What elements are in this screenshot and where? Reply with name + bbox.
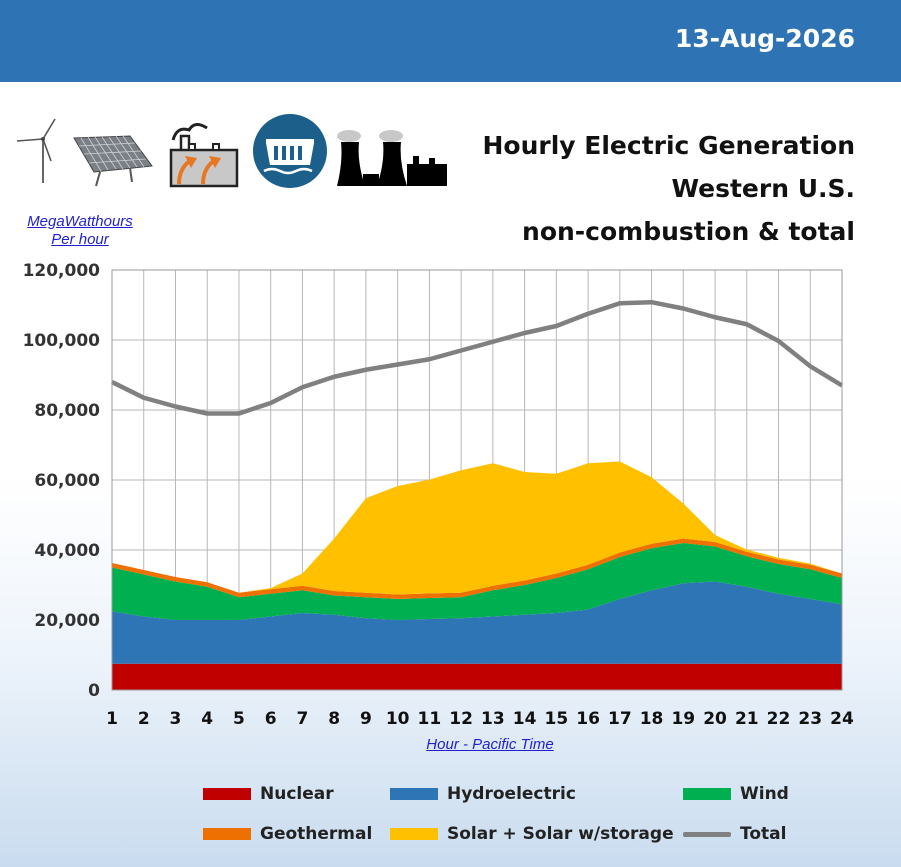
legend-label-nuclear: Nuclear (260, 784, 334, 804)
x-tick-label: 14 (513, 709, 537, 729)
y-tick-label: 40,000 (34, 541, 100, 561)
wind-turbine-icon (16, 118, 56, 183)
y-axis-label-line1: MegaWatthours (27, 213, 133, 230)
legend-swatch-geothermal (203, 828, 251, 840)
x-tick-label: 24 (830, 709, 854, 729)
x-tick-label: 6 (265, 709, 277, 729)
x-tick-label: 10 (386, 709, 410, 729)
x-tick-label: 15 (545, 709, 569, 729)
legend-swatch-hydroelectric (390, 788, 438, 800)
legend-swatch-solar (390, 828, 438, 840)
y-tick-label: 20,000 (34, 611, 100, 631)
x-tick-label: 2 (138, 709, 150, 729)
legend-swatch-wind (683, 788, 731, 800)
legend-swatch-total (683, 831, 731, 837)
header-bar: 13-Aug-2026 (0, 0, 901, 82)
legend-label-wind: Wind (740, 784, 789, 804)
geothermal-plant-icon (169, 123, 239, 188)
x-tick-label: 5 (233, 709, 245, 729)
y-tick-label: 60,000 (34, 471, 100, 491)
chart-title-line1: Hourly Electric Generation (482, 131, 855, 160)
y-tick-label: 120,000 (23, 261, 101, 281)
x-tick-label: 4 (201, 709, 213, 729)
hydro-dam-icon (253, 114, 327, 188)
y-axis-label-line2: Per hour (51, 231, 109, 248)
x-tick-label: 7 (297, 709, 309, 729)
area-chart: 0 20,000 40,000 60,000 80,000 100,000 120,000 1… (23, 261, 854, 729)
plot-border (111, 269, 843, 691)
x-tick-label: 8 (328, 709, 340, 729)
y-tick-label: 0 (88, 681, 100, 701)
chart-title-line2: Western U.S. (671, 174, 855, 203)
x-tick-label: 19 (671, 709, 695, 729)
area-hydroelectric (112, 581, 842, 664)
legend-item-hydroelectric: Hydroelectric (390, 784, 576, 804)
x-tick-label: 18 (640, 709, 664, 729)
x-tick-label: 11 (418, 709, 442, 729)
x-tick-label: 12 (449, 709, 473, 729)
x-tick-label: 23 (798, 709, 822, 729)
total-line (110, 299, 844, 416)
legend-item-nuclear: Nuclear (203, 784, 334, 804)
legend-item-solar: Solar + Solar w/storage (390, 824, 674, 844)
x-tick-label: 22 (767, 709, 791, 729)
solar-panel-icon (73, 135, 153, 187)
legend-item-total: Total (683, 824, 786, 844)
legend-label-solar: Solar + Solar w/storage (447, 824, 674, 844)
area-wind (112, 543, 842, 620)
y-tick-label: 80,000 (34, 401, 100, 421)
legend-label-total: Total (740, 824, 787, 844)
x-tick-label: 16 (576, 709, 600, 729)
legend-item-geothermal: Geothermal (203, 824, 372, 844)
area-solar-solar-w-storage (112, 461, 842, 595)
legend-label-geothermal: Geothermal (260, 824, 373, 844)
power-plant-icon (337, 130, 447, 186)
x-tick-label: 20 (703, 709, 727, 729)
x-tick-label: 1 (106, 709, 118, 729)
report-date: 13-Aug-2026 (674, 24, 855, 53)
x-tick-label: 21 (735, 709, 759, 729)
x-axis-label: Hour - Pacific Time (426, 736, 554, 753)
y-axis-label: MegaWatthours Per hour (18, 213, 142, 249)
legend-label-hydroelectric: Hydroelectric (447, 784, 576, 804)
x-tick-label: 9 (360, 709, 372, 729)
x-tick-label: 3 (170, 709, 182, 729)
x-tick-label: 17 (608, 709, 632, 729)
y-tick-label: 100,000 (23, 331, 101, 351)
x-tick-label: 13 (481, 709, 505, 729)
chart-title-line3: non-combustion & total (522, 217, 855, 246)
area-nuclear (112, 663, 842, 690)
legend-swatch-nuclear (203, 788, 251, 800)
legend-item-wind: Wind (683, 784, 789, 804)
